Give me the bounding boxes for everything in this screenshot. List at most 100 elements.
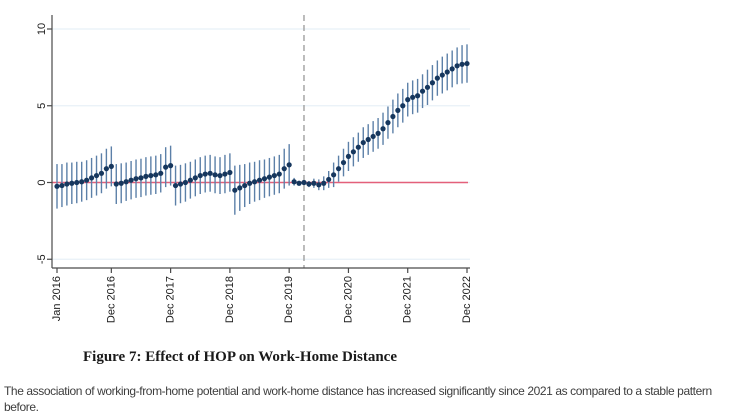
estimate-dot — [340, 159, 347, 166]
estimate-dot — [182, 179, 189, 186]
estimate-dot — [365, 136, 371, 143]
estimate-dot — [419, 88, 426, 94]
estimate-dot — [108, 163, 114, 169]
estimate-dot — [172, 182, 179, 189]
event-study-chart: -5 0 5 10 Jan 2016 Dec 2016 Dec 2017 Dec 2018 De… — [36, 15, 473, 323]
x-tick-label: Dec 2017 — [165, 276, 177, 323]
estimate-dot — [207, 170, 213, 176]
estimate-dot — [143, 173, 149, 179]
estimate-dot — [256, 177, 263, 183]
estimate-dot — [202, 171, 208, 177]
estimate-dot — [177, 181, 184, 187]
estimate-dot — [429, 80, 436, 86]
estimate-dot — [439, 72, 445, 78]
estimate-dot — [266, 174, 273, 180]
estimate-dot — [118, 180, 124, 186]
estimate-dot — [395, 107, 401, 113]
estimate-dot — [113, 181, 119, 187]
estimate-dot — [380, 126, 386, 132]
estimate-dot — [345, 153, 352, 160]
estimate-dot — [355, 144, 361, 150]
estimate-dot — [464, 60, 470, 67]
estimate-dot — [242, 182, 248, 189]
estimate-dot — [316, 182, 322, 188]
estimate-dot — [370, 133, 376, 140]
figure-note: The association of working-from-home pot… — [4, 384, 712, 414]
estimate-dot — [335, 166, 342, 172]
estimate-dot — [148, 172, 154, 179]
x-tick-label: Dec 2016 — [105, 276, 117, 323]
estimate-dot — [326, 176, 332, 183]
estimate-dot — [232, 187, 238, 193]
estimate-dot — [93, 172, 100, 179]
estimate-dot — [385, 120, 391, 126]
estimate-dot — [449, 66, 455, 72]
estimate-dot — [331, 172, 337, 178]
estimate-dot — [276, 171, 282, 177]
estimate-dot — [54, 183, 60, 189]
estimate-dot — [237, 185, 243, 191]
estimate-dot — [98, 170, 105, 176]
estimate-dot — [306, 181, 312, 187]
estimate-dot — [74, 179, 80, 186]
estimate-dot — [138, 175, 144, 181]
estimate-dot — [128, 177, 134, 183]
estimate-dot — [301, 179, 307, 186]
x-tick-label: Dec 2021 — [402, 276, 414, 323]
y-tick-label: 10 — [36, 23, 48, 35]
estimate-dot — [192, 175, 198, 181]
estimate-dot — [251, 179, 258, 185]
estimate-dot — [247, 180, 253, 186]
estimate-dot — [444, 69, 450, 75]
estimate-dot — [163, 164, 169, 170]
estimate-dot — [212, 172, 218, 178]
y-tick-label: -5 — [36, 254, 48, 264]
estimate-dot — [88, 175, 95, 181]
estimate-dot — [64, 181, 70, 187]
estimate-dot — [197, 172, 203, 179]
estimate-dot — [227, 169, 233, 176]
estimate-dot — [311, 180, 317, 186]
estimate-dot — [84, 177, 90, 183]
estimate-dot — [459, 61, 465, 67]
estimate-dot — [390, 113, 396, 120]
x-tick-label: Dec 2022 — [461, 276, 473, 323]
estimate-dot — [133, 176, 139, 182]
estimate-dot — [375, 130, 381, 136]
estimate-dot — [153, 172, 159, 178]
estimate-dot — [222, 171, 228, 177]
figure-caption: Figure 7: Effect of HOP on Work-Home Dis… — [83, 349, 397, 365]
estimate-dot — [410, 94, 416, 100]
estimate-dot — [168, 163, 174, 169]
estimate-dot — [415, 93, 421, 99]
estimate-dot — [79, 179, 85, 185]
x-tick-label: Dec 2020 — [342, 276, 354, 323]
estimate-dot — [434, 75, 440, 81]
estimate-dot — [69, 180, 75, 186]
estimate-dot — [187, 177, 193, 183]
x-tick-label: Dec 2019 — [283, 276, 295, 323]
estimate-dot — [281, 166, 287, 172]
estimate-dot — [286, 162, 292, 168]
estimate-dot — [350, 149, 356, 155]
estimate-dot — [291, 179, 297, 185]
estimate-dot — [321, 180, 327, 186]
estimate-dot — [405, 97, 411, 103]
estimate-dot — [424, 84, 431, 90]
estimate-dot — [296, 180, 302, 186]
estimate-dot — [454, 63, 460, 69]
y-tick-label: 5 — [36, 103, 48, 109]
y-tick-label: 0 — [36, 179, 48, 185]
estimate-dot — [123, 179, 129, 185]
estimate-dot — [271, 172, 277, 179]
x-tick-label: Dec 2018 — [224, 276, 236, 323]
estimate-dot — [400, 103, 406, 109]
estimate-dot — [103, 166, 109, 172]
x-tick-label: Jan 2016 — [51, 276, 63, 321]
estimate-dot — [360, 139, 366, 146]
estimate-dot — [158, 170, 164, 176]
estimate-dot — [217, 172, 223, 179]
estimate-dot — [59, 182, 65, 189]
estimate-dot — [261, 176, 268, 182]
